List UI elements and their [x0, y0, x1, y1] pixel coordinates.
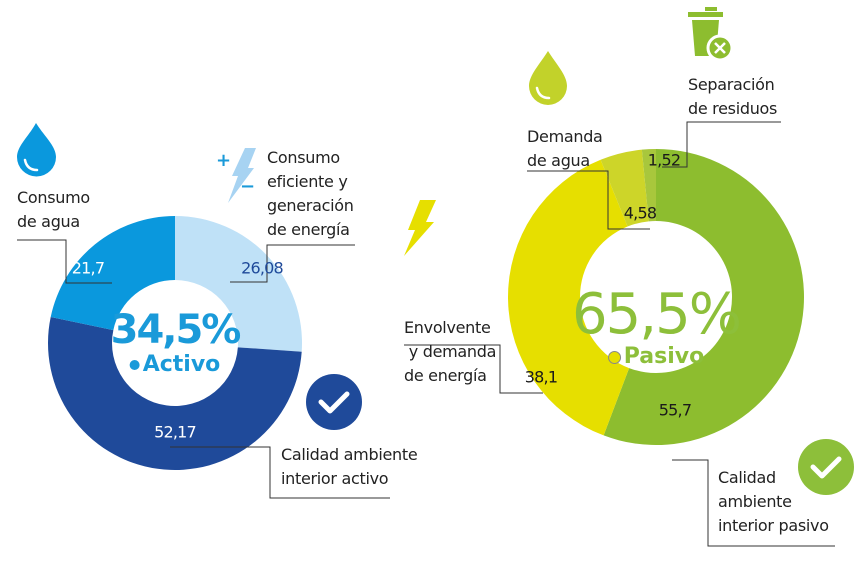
- donut-slice-calidad-ambiente-interior-activo: [47, 316, 302, 471]
- value-envolvente: 38,1: [524, 367, 558, 387]
- value-calidad-pasivo: 55,7: [658, 400, 692, 420]
- check-circle-pasivo-icon: [798, 439, 854, 495]
- leader-line-consumo-agua: [17, 239, 112, 284]
- donut-slice-calidad-ambiente-interior-pasivo: [603, 149, 804, 445]
- label-demanda-agua: Demanda de agua: [527, 127, 603, 170]
- activo-dot-icon: [129, 360, 140, 370]
- donut-center-activo: 34,5% Activo: [110, 307, 242, 378]
- donut-chart-activo: [47, 216, 302, 471]
- activo-label: Activo: [142, 352, 221, 377]
- donut-slice-envolvente-y-demanda-de-energia: [508, 159, 630, 436]
- donut-slice-consumo-eficiente-y-generacion-de-energia: [175, 216, 302, 352]
- label-consumo-agua: Consumo de agua: [17, 188, 90, 231]
- leader-line-calidad-activo: [170, 446, 390, 499]
- trash-bin-icon: [688, 7, 734, 62]
- water-drop-green-icon: [529, 51, 567, 105]
- donut-center-pasivo: 65,5% Pasivo: [572, 282, 742, 370]
- label-calidad-activo: Calidad ambiente interior activo: [281, 445, 418, 488]
- leader-line-consumo-eficiente: [230, 244, 355, 283]
- donut-slice-separacion-de-residuos: [641, 149, 656, 222]
- pasivo-label: Pasivo: [623, 344, 705, 369]
- energy-bolt-yellow-icon: [404, 200, 436, 256]
- value-separacion: 1,52: [647, 150, 681, 170]
- plus-icon: +: [216, 150, 231, 171]
- donut-slice-demanda-de-agua: [600, 149, 649, 227]
- label-envolvente: Envolvente y demanda de energía: [404, 318, 497, 385]
- donut-chart-pasivo: [508, 149, 804, 445]
- donut-slice-consumo-de-agua: [50, 216, 175, 331]
- label-consumo-eficiente: Consumo eficiente y generación de energía: [267, 148, 354, 239]
- leader-line-separacion: [662, 121, 781, 168]
- pasivo-dot-icon: [607, 350, 621, 364]
- leader-line-calidad-pasivo: [672, 459, 835, 547]
- value-demanda-agua: 4,58: [623, 203, 657, 223]
- leader-line-demanda-agua: [527, 170, 650, 230]
- leader-line-envolvente: [404, 344, 543, 394]
- label-calidad-pasivo: Calidad ambiente interior pasivo: [718, 468, 829, 535]
- value-consumo-agua: 21,7: [71, 258, 105, 278]
- value-calidad-activo: 52,17: [154, 422, 197, 442]
- water-drop-icon: [17, 123, 56, 177]
- label-separacion: Separación de residuos: [688, 75, 778, 118]
- check-circle-activo-icon: [306, 374, 362, 430]
- minus-icon: −: [240, 176, 255, 197]
- activo-percentage: 34,5%: [110, 307, 242, 353]
- pasivo-percentage: 65,5%: [572, 282, 742, 347]
- value-consumo-eficiente: 26,08: [241, 258, 284, 278]
- energy-bolt-icon: + −: [216, 148, 256, 203]
